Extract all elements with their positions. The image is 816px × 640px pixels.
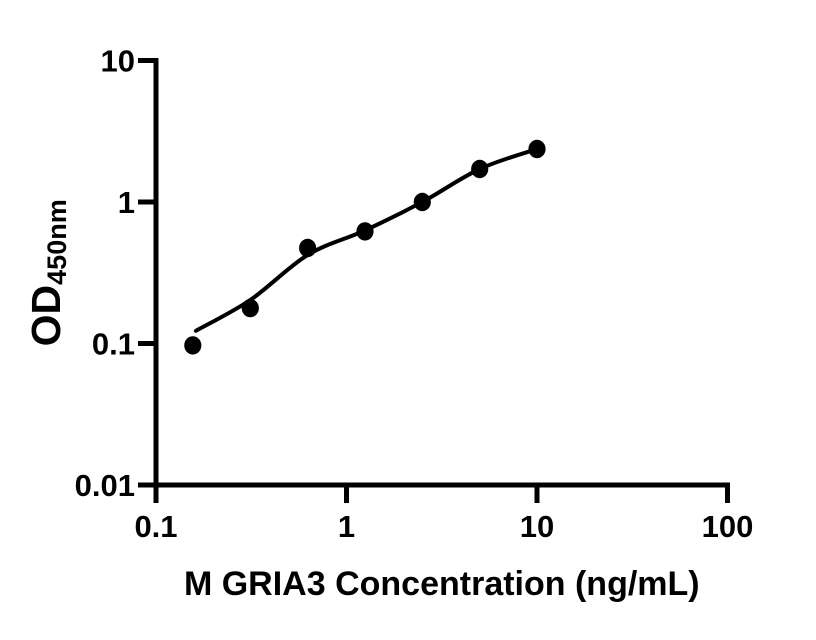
data-points (184, 139, 546, 355)
axes (138, 58, 730, 503)
data-point (241, 298, 259, 318)
y-tick-label: 1 (118, 185, 135, 220)
y-tick-label: 10 (101, 44, 135, 79)
data-point (528, 139, 546, 159)
x-tick-label: 10 (520, 509, 554, 544)
y-tick-label: 0.1 (92, 327, 135, 362)
y-tick-label: 0.01 (75, 468, 135, 503)
data-point (184, 336, 202, 355)
data-point (356, 222, 374, 241)
x-tick-label: 1 (338, 509, 355, 544)
data-point (299, 238, 317, 258)
y-axis-title: OD450nm (23, 199, 72, 346)
x-tick-label: 0.1 (134, 509, 177, 544)
x-tick-label: 100 (702, 509, 754, 544)
data-point (413, 192, 431, 212)
data-point (471, 159, 489, 179)
x-axis-title: M GRIA3 Concentration (ng/mL) (184, 565, 700, 603)
